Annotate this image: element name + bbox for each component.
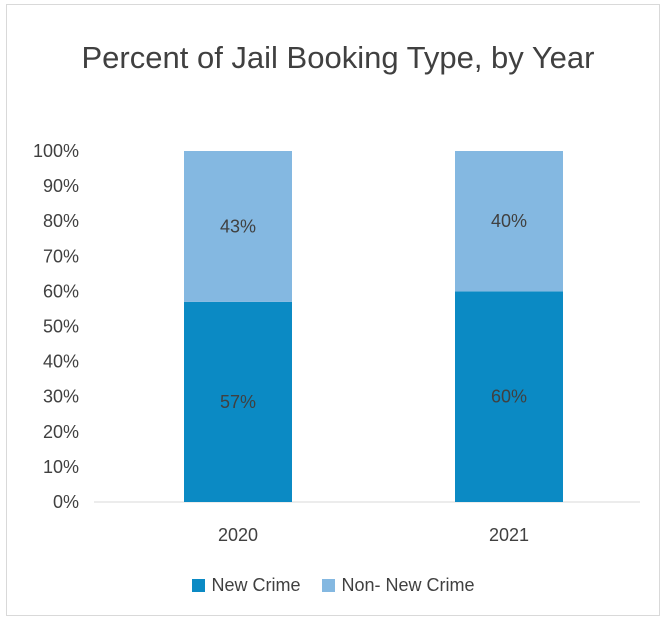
data-label: 57% <box>220 392 256 412</box>
data-label: 60% <box>491 387 527 407</box>
y-tick-label: 70% <box>43 246 79 266</box>
legend: New Crime Non- New Crime <box>0 575 667 596</box>
data-label: 43% <box>220 216 256 236</box>
x-tick-label: 2021 <box>489 525 529 545</box>
legend-item-new-crime: New Crime <box>192 575 300 596</box>
bar-2020-non-new-crime <box>184 151 292 302</box>
y-tick-label: 20% <box>43 422 79 442</box>
y-tick-label: 0% <box>53 492 79 512</box>
legend-item-non-new-crime: Non- New Crime <box>322 575 475 596</box>
legend-swatch-non-new-crime <box>322 579 336 592</box>
y-tick-label: 50% <box>43 317 79 337</box>
y-axis-ticks: 0% 10% 20% 30% 40% 50% 60% 70% 80% 90% 100% <box>33 141 79 512</box>
y-tick-label: 80% <box>43 211 79 231</box>
y-tick-label: 30% <box>43 387 79 407</box>
legend-label-non-new-crime: Non- New Crime <box>341 575 475 595</box>
legend-label-new-crime: New Crime <box>211 575 301 595</box>
data-label: 40% <box>491 211 527 231</box>
y-tick-label: 60% <box>43 281 79 301</box>
y-tick-label: 40% <box>43 352 79 372</box>
y-tick-label: 90% <box>43 176 79 196</box>
x-axis-ticks: 2020 2021 <box>218 525 529 545</box>
bars: 57% 43% 60% 40% <box>184 151 563 502</box>
bar-2021-new-crime <box>455 291 563 502</box>
bar-2020-new-crime <box>184 301 292 502</box>
x-tick-label: 2020 <box>218 525 258 545</box>
bar-2021-non-new-crime <box>455 151 563 292</box>
y-tick-label: 10% <box>43 457 79 477</box>
y-tick-label: 100% <box>33 141 79 161</box>
chart-title: Percent of Jail Booking Type, by Year <box>81 40 595 75</box>
legend-swatch-new-crime <box>192 579 206 592</box>
